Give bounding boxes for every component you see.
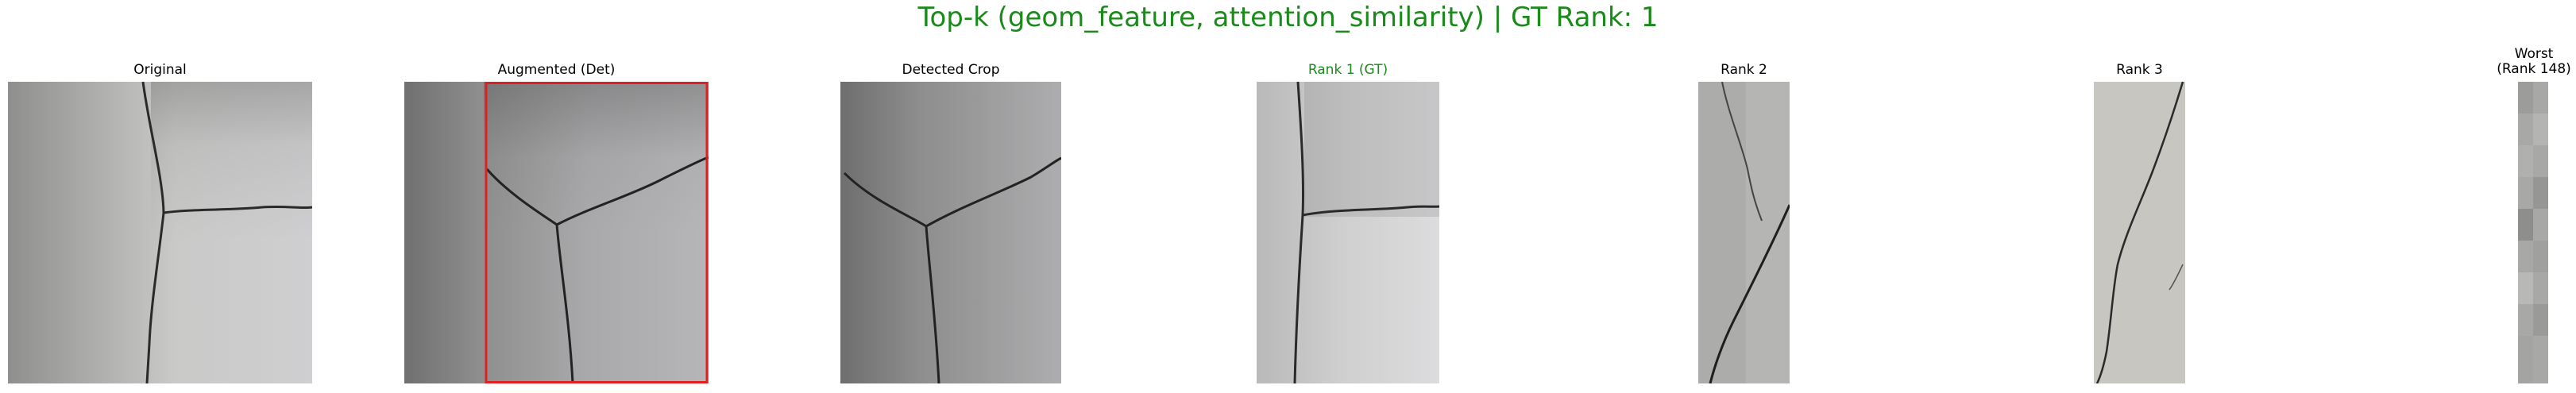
augmented-image	[404, 82, 709, 383]
panel-title-augmented: Augmented (Det)	[497, 62, 616, 78]
panel-title-original: Original	[133, 62, 187, 78]
worst-image	[2518, 82, 2548, 383]
panel-title-rank1: Rank 1 (GT)	[1307, 62, 1388, 78]
detection-box	[485, 82, 709, 383]
panel-title-rank3: Rank 3	[2116, 62, 2163, 78]
panel-title-rank2: Rank 2	[1721, 62, 1767, 78]
original-image	[8, 82, 312, 383]
figure-title: Top-k (geom_feature, attention_similarit…	[917, 2, 1659, 33]
panel-title-detected: Detected Crop	[902, 62, 1000, 78]
rank3-image	[2094, 82, 2185, 383]
panel-title-worst: Worst (Rank 148)	[2494, 47, 2574, 77]
rank1-image	[1257, 82, 1439, 383]
worst-label-line2: (Rank 148)	[2497, 61, 2571, 77]
rank2-image	[1698, 82, 1790, 383]
worst-label-line1: Worst	[2514, 46, 2554, 62]
detected-crop-image	[840, 82, 1061, 383]
